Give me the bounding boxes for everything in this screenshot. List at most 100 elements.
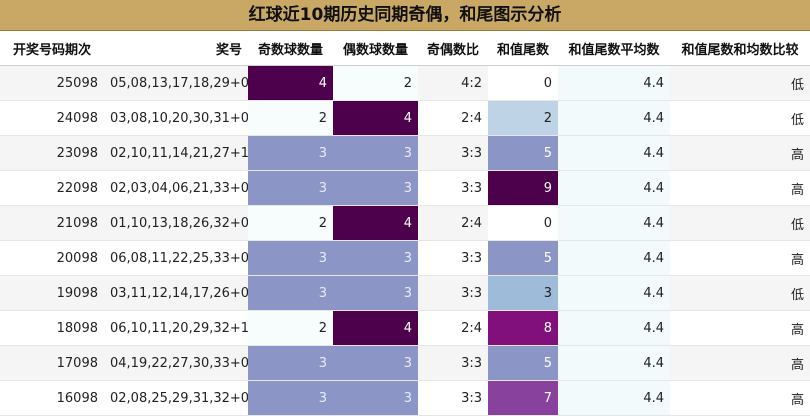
cell-even-count: 4 <box>333 310 418 346</box>
cell-odd-count: 2 <box>248 100 333 136</box>
cell-compare: 高 <box>670 240 810 276</box>
cell-compare: 低 <box>670 275 810 311</box>
cell-sum-tail: 9 <box>488 170 558 206</box>
cell-compare: 低 <box>670 100 810 136</box>
table-body: 25098 05,08,13,17,18,29+02 4 2 4:2 0 4.4 低 24098… <box>0 65 810 416</box>
cell-compare: 低 <box>670 65 810 101</box>
cell-even-count: 3 <box>333 275 418 311</box>
cell-even-count: 4 <box>333 205 418 241</box>
cell-issue: 18098 <box>0 310 104 346</box>
cell-ratio: 3:3 <box>418 170 488 206</box>
cell-ratio: 3:3 <box>418 240 488 276</box>
cell-even-count: 3 <box>333 345 418 381</box>
cell-tail-average: 4.4 <box>558 170 670 206</box>
cell-tail-average: 4.4 <box>558 100 670 136</box>
cell-issue: 22098 <box>0 170 104 206</box>
table-row: 23098 02,10,11,14,21,27+11 3 3 3:3 5 4.4 高 <box>0 135 810 171</box>
header-row: 开奖号码期次 奖号 奇数球数量 偶数球数量 奇偶数比 和值尾数 和值尾数平均数 … <box>0 31 810 66</box>
col-header-odd-count: 奇数球数量 <box>248 31 333 66</box>
cell-issue: 24098 <box>0 100 104 136</box>
cell-compare: 高 <box>670 135 810 171</box>
cell-issue: 20098 <box>0 240 104 276</box>
cell-odd-count: 3 <box>248 170 333 206</box>
col-header-compare: 和值尾数和均数比较 <box>670 31 810 66</box>
cell-even-count: 4 <box>333 100 418 136</box>
cell-issue: 16098 <box>0 380 104 416</box>
cell-sum-tail: 5 <box>488 135 558 171</box>
cell-sum-tail: 0 <box>488 65 558 101</box>
col-header-even-count: 偶数球数量 <box>333 31 418 66</box>
cell-sum-tail: 2 <box>488 100 558 136</box>
cell-tail-average: 4.4 <box>558 135 670 171</box>
cell-ratio: 4:2 <box>418 65 488 101</box>
table-row: 16098 02,08,25,29,31,32+06 3 3 3:3 7 4.4 高 <box>0 380 810 416</box>
cell-numbers: 05,08,13,17,18,29+02 <box>104 65 248 101</box>
cell-even-count: 3 <box>333 135 418 171</box>
table-row: 18098 06,10,11,20,29,32+13 2 4 2:4 8 4.4 高 <box>0 310 810 346</box>
cell-tail-average: 4.4 <box>558 275 670 311</box>
col-header-numbers: 奖号 <box>104 31 248 66</box>
cell-tail-average: 4.4 <box>558 380 670 416</box>
col-header-ratio: 奇偶数比 <box>418 31 488 66</box>
cell-compare: 高 <box>670 310 810 346</box>
cell-numbers: 06,10,11,20,29,32+13 <box>104 310 248 346</box>
table-row: 21098 01,10,13,18,26,32+05 2 4 2:4 0 4.4 低 <box>0 205 810 241</box>
cell-sum-tail: 0 <box>488 205 558 241</box>
cell-odd-count: 3 <box>248 135 333 171</box>
cell-odd-count: 3 <box>248 275 333 311</box>
cell-issue: 25098 <box>0 65 104 101</box>
cell-tail-average: 4.4 <box>558 205 670 241</box>
cell-tail-average: 4.4 <box>558 65 670 101</box>
cell-sum-tail: 5 <box>488 345 558 381</box>
table-row: 19098 03,11,12,14,17,26+09 3 3 3:3 3 4.4 低 <box>0 275 810 311</box>
table-row: 17098 04,19,22,27,30,33+01 3 3 3:3 5 4.4 高 <box>0 345 810 381</box>
cell-compare: 低 <box>670 205 810 241</box>
cell-sum-tail: 3 <box>488 275 558 311</box>
cell-issue: 21098 <box>0 205 104 241</box>
cell-tail-average: 4.4 <box>558 310 670 346</box>
cell-odd-count: 3 <box>248 380 333 416</box>
cell-ratio: 2:4 <box>418 205 488 241</box>
cell-odd-count: 3 <box>248 345 333 381</box>
cell-issue: 19098 <box>0 275 104 311</box>
cell-compare: 高 <box>670 345 810 381</box>
cell-numbers: 06,08,11,22,25,33+02 <box>104 240 248 276</box>
cell-numbers: 02,03,04,06,21,33+05 <box>104 170 248 206</box>
table-title: 红球近10期历史同期奇偶，和尾图示分析 <box>0 0 810 31</box>
cell-numbers: 01,10,13,18,26,32+05 <box>104 205 248 241</box>
cell-numbers: 02,10,11,14,21,27+11 <box>104 135 248 171</box>
cell-ratio: 3:3 <box>418 345 488 381</box>
parity-tail-table: 开奖号码期次 奖号 奇数球数量 偶数球数量 奇偶数比 和值尾数 和值尾数平均数 … <box>0 31 810 416</box>
cell-ratio: 3:3 <box>418 275 488 311</box>
col-header-issue: 开奖号码期次 <box>0 31 104 66</box>
cell-compare: 高 <box>670 170 810 206</box>
cell-odd-count: 2 <box>248 205 333 241</box>
table-row: 22098 02,03,04,06,21,33+05 3 3 3:3 9 4.4 高 <box>0 170 810 206</box>
cell-numbers: 04,19,22,27,30,33+01 <box>104 345 248 381</box>
cell-sum-tail: 7 <box>488 380 558 416</box>
cell-odd-count: 2 <box>248 310 333 346</box>
cell-even-count: 3 <box>333 380 418 416</box>
cell-tail-average: 4.4 <box>558 240 670 276</box>
cell-numbers: 02,08,25,29,31,32+06 <box>104 380 248 416</box>
cell-sum-tail: 5 <box>488 240 558 276</box>
cell-ratio: 2:4 <box>418 100 488 136</box>
cell-even-count: 3 <box>333 240 418 276</box>
cell-numbers: 03,11,12,14,17,26+09 <box>104 275 248 311</box>
col-header-tail-average: 和值尾数平均数 <box>558 31 670 66</box>
table-row: 24098 03,08,10,20,30,31+02 2 4 2:4 2 4.4 低 <box>0 100 810 136</box>
cell-ratio: 2:4 <box>418 310 488 346</box>
cell-compare: 高 <box>670 380 810 416</box>
cell-issue: 23098 <box>0 135 104 171</box>
table-row: 25098 05,08,13,17,18,29+02 4 2 4:2 0 4.4 低 <box>0 65 810 101</box>
cell-tail-average: 4.4 <box>558 345 670 381</box>
cell-even-count: 2 <box>333 65 418 101</box>
table-row: 20098 06,08,11,22,25,33+02 3 3 3:3 5 4.4 高 <box>0 240 810 276</box>
cell-odd-count: 4 <box>248 65 333 101</box>
cell-ratio: 3:3 <box>418 135 488 171</box>
cell-issue: 17098 <box>0 345 104 381</box>
cell-odd-count: 3 <box>248 240 333 276</box>
col-header-sum-tail: 和值尾数 <box>488 31 558 66</box>
cell-numbers: 03,08,10,20,30,31+02 <box>104 100 248 136</box>
cell-ratio: 3:3 <box>418 380 488 416</box>
